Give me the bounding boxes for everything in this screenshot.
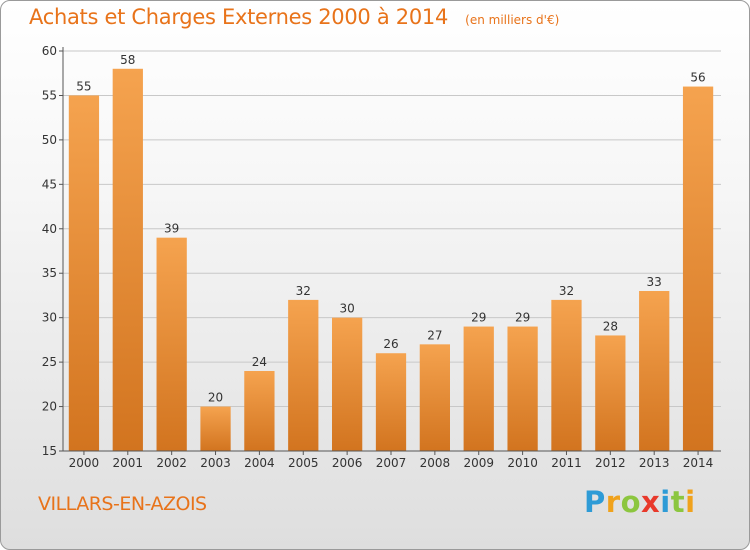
x-tick-label: 2012 (595, 456, 626, 470)
bar-value-label: 26 (383, 337, 398, 351)
x-tick-label: 2011 (551, 456, 582, 470)
x-tick-label: 2004 (244, 456, 275, 470)
chart-subtitle: (en milliers d'€) (465, 13, 560, 27)
bar (331, 317, 363, 451)
bar (156, 237, 187, 451)
bar (112, 68, 143, 452)
bar-value-label: 24 (252, 355, 267, 369)
bar-value-label: 33 (647, 275, 662, 289)
x-tick-label: 2013 (639, 456, 670, 470)
bar (68, 95, 100, 451)
bar-value-label: 55 (76, 79, 91, 93)
logo-letter: i (660, 485, 671, 519)
bar-value-label: 28 (603, 319, 618, 333)
y-tick-label: 60 (42, 44, 57, 58)
y-tick-label: 15 (42, 444, 57, 458)
commune-name: VILLARS-EN-AZOIS (38, 493, 207, 515)
y-tick-label: 30 (42, 311, 57, 325)
bar (244, 371, 275, 451)
y-tick-label: 45 (42, 177, 57, 191)
bar-value-label: 29 (471, 311, 486, 325)
bar (639, 291, 670, 451)
axes: 15 20 25 30 35 40 45 50 55 60 2000 2001 2002 2003 2004… (42, 44, 721, 470)
y-tick-label: 20 (42, 400, 57, 414)
bar-value-label: 32 (559, 284, 574, 298)
y-tick-label: 55 (42, 88, 57, 102)
x-tick-label: 2014 (683, 456, 714, 470)
bar-value-label: 27 (427, 328, 442, 342)
bar (463, 326, 494, 451)
y-tick-label: 40 (42, 222, 57, 236)
bars: 55 58 39 20 24 32 30 26 27 29 29 32 28 33 56 (68, 53, 714, 452)
x-tick-label: 2009 (463, 456, 494, 470)
x-tick-label: 2006 (332, 456, 363, 470)
bar (288, 299, 319, 451)
bar-value-label: 39 (164, 222, 179, 236)
bar (419, 344, 451, 451)
bar (595, 335, 626, 451)
bar (507, 326, 538, 451)
x-tick-label: 2003 (200, 456, 231, 470)
x-tick-label: 2008 (420, 456, 451, 470)
logo-letter: i (685, 485, 696, 519)
y-tick-label: 35 (42, 266, 57, 280)
logo-letter: P (584, 485, 606, 519)
chart-title: Achats et Charges Externes 2000 à 2014 (29, 5, 449, 29)
x-tick-label: 2000 (69, 456, 100, 470)
proxiti-logo[interactable]: Proxiti (584, 485, 696, 519)
bar-value-label: 56 (690, 71, 705, 85)
x-tick-label: 2010 (507, 456, 538, 470)
y-tick-label: 25 (42, 355, 57, 369)
bar (551, 299, 582, 451)
logo-letter: t (670, 485, 686, 519)
bar-value-label: 32 (296, 284, 311, 298)
logo-letter: o (620, 485, 642, 519)
bar-value-label: 58 (120, 53, 135, 67)
bar-value-label: 30 (339, 302, 354, 316)
x-tick-label: 2002 (156, 456, 187, 470)
x-tick-label: 2007 (376, 456, 407, 470)
bar (375, 353, 407, 451)
x-tick-label: 2005 (288, 456, 319, 470)
bar-value-label: 29 (515, 311, 530, 325)
logo-letter: r (605, 485, 621, 519)
y-tick-label: 50 (42, 133, 57, 147)
logo-letter: x (641, 485, 661, 519)
bar (682, 86, 714, 452)
bar (200, 406, 231, 451)
chart-title-row: Achats et Charges Externes 2000 à 2014 (… (29, 5, 559, 29)
x-tick-label: 2001 (113, 456, 144, 470)
bar-value-label: 20 (208, 391, 223, 405)
